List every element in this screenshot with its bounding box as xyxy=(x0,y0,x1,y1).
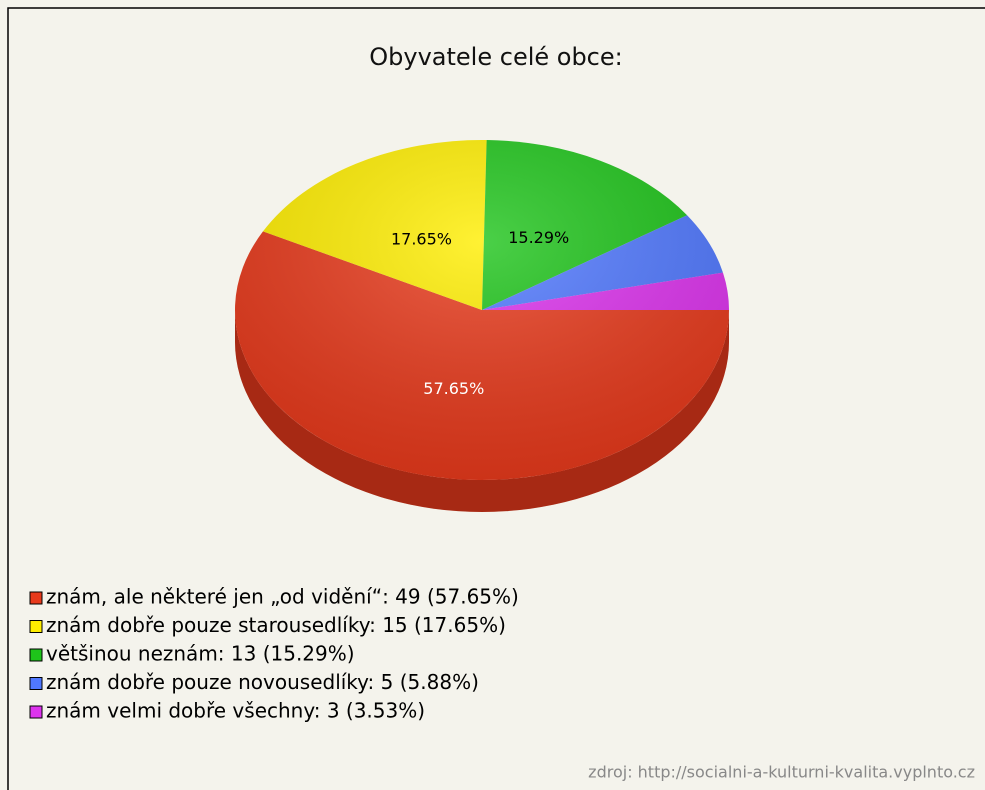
slice-side-shade xyxy=(235,310,729,512)
legend-swatch xyxy=(29,705,43,719)
legend-label: znám, ale některé jen „od vidění“: 49 (5… xyxy=(46,585,519,609)
chart-title: Obyvatele celé obce: xyxy=(369,43,622,71)
slice-side xyxy=(235,310,729,512)
legend-swatch xyxy=(29,677,43,690)
legend-label: znám dobře pouze starousedlíky: 15 (17.6… xyxy=(46,613,506,637)
legend-swatch xyxy=(29,591,43,605)
legend-swatch xyxy=(29,620,43,633)
value-label: 15.29% xyxy=(508,228,569,247)
value-label: 17.65% xyxy=(391,229,452,248)
value-label: 57.65% xyxy=(423,379,484,398)
legend-label: znám velmi dobře všechny: 3 (3.53%) xyxy=(46,699,425,723)
legend-label: znám dobře pouze novousedlíky: 5 (5.88%) xyxy=(46,670,479,694)
source: zdroj: http://socialni-a-kulturni-kvalit… xyxy=(588,763,975,782)
legend-label: většinou neznám: 13 (15.29%) xyxy=(46,642,355,666)
shine xyxy=(235,140,729,480)
legend-swatch xyxy=(29,648,43,662)
